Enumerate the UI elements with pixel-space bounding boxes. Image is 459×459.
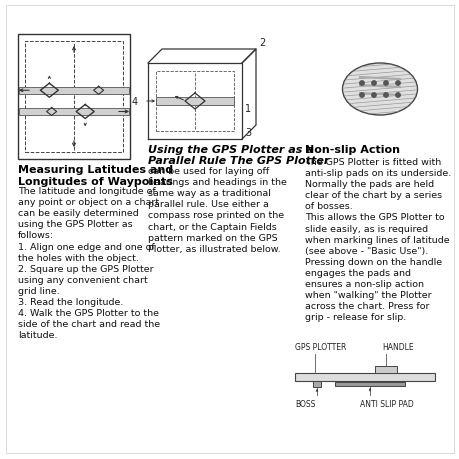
Ellipse shape: [342, 64, 417, 116]
Bar: [374, 366, 396, 373]
Bar: [294, 373, 434, 381]
Text: GPS PLOTTER: GPS PLOTTER: [294, 342, 346, 351]
Circle shape: [359, 94, 364, 98]
Text: 3: 3: [245, 128, 251, 138]
Bar: [156, 72, 234, 132]
Text: Measuring Latitudes and
Longitudes of Waypoints: Measuring Latitudes and Longitudes of Wa…: [18, 165, 173, 187]
Bar: [156, 98, 234, 106]
Circle shape: [395, 94, 399, 98]
Bar: [312, 381, 320, 387]
Text: The latitude and longitude of
any point or object on a chart
can be easily deter: The latitude and longitude of any point …: [18, 187, 160, 340]
Text: BOSS: BOSS: [294, 399, 315, 408]
Circle shape: [371, 82, 375, 86]
Bar: [19, 88, 129, 95]
Circle shape: [383, 94, 387, 98]
Text: can be used for laying off
bearings and headings in the
same way as a traditiona: can be used for laying off bearings and …: [148, 167, 286, 253]
Text: 4: 4: [132, 97, 138, 107]
Circle shape: [359, 82, 364, 86]
Circle shape: [371, 94, 375, 98]
Text: 1: 1: [245, 103, 251, 113]
Bar: [18, 35, 130, 160]
Circle shape: [395, 82, 399, 86]
Bar: [334, 382, 404, 386]
Text: Parallel Rule The GPS Plotter: Parallel Rule The GPS Plotter: [148, 156, 329, 166]
Circle shape: [383, 82, 387, 86]
Text: Non-slip Action: Non-slip Action: [304, 145, 399, 155]
Bar: [19, 109, 129, 116]
Text: HANDLE: HANDLE: [381, 342, 413, 351]
Text: The GPS Plotter is fitted with
anti-slip pads on its underside.
Normally the pad: The GPS Plotter is fitted with anti-slip…: [304, 157, 450, 322]
Bar: [25, 42, 123, 153]
Text: Using the GPS Plotter as a: Using the GPS Plotter as a: [148, 145, 313, 155]
Text: ANTI SLIP PAD: ANTI SLIP PAD: [359, 399, 413, 408]
Text: 2: 2: [258, 38, 265, 48]
